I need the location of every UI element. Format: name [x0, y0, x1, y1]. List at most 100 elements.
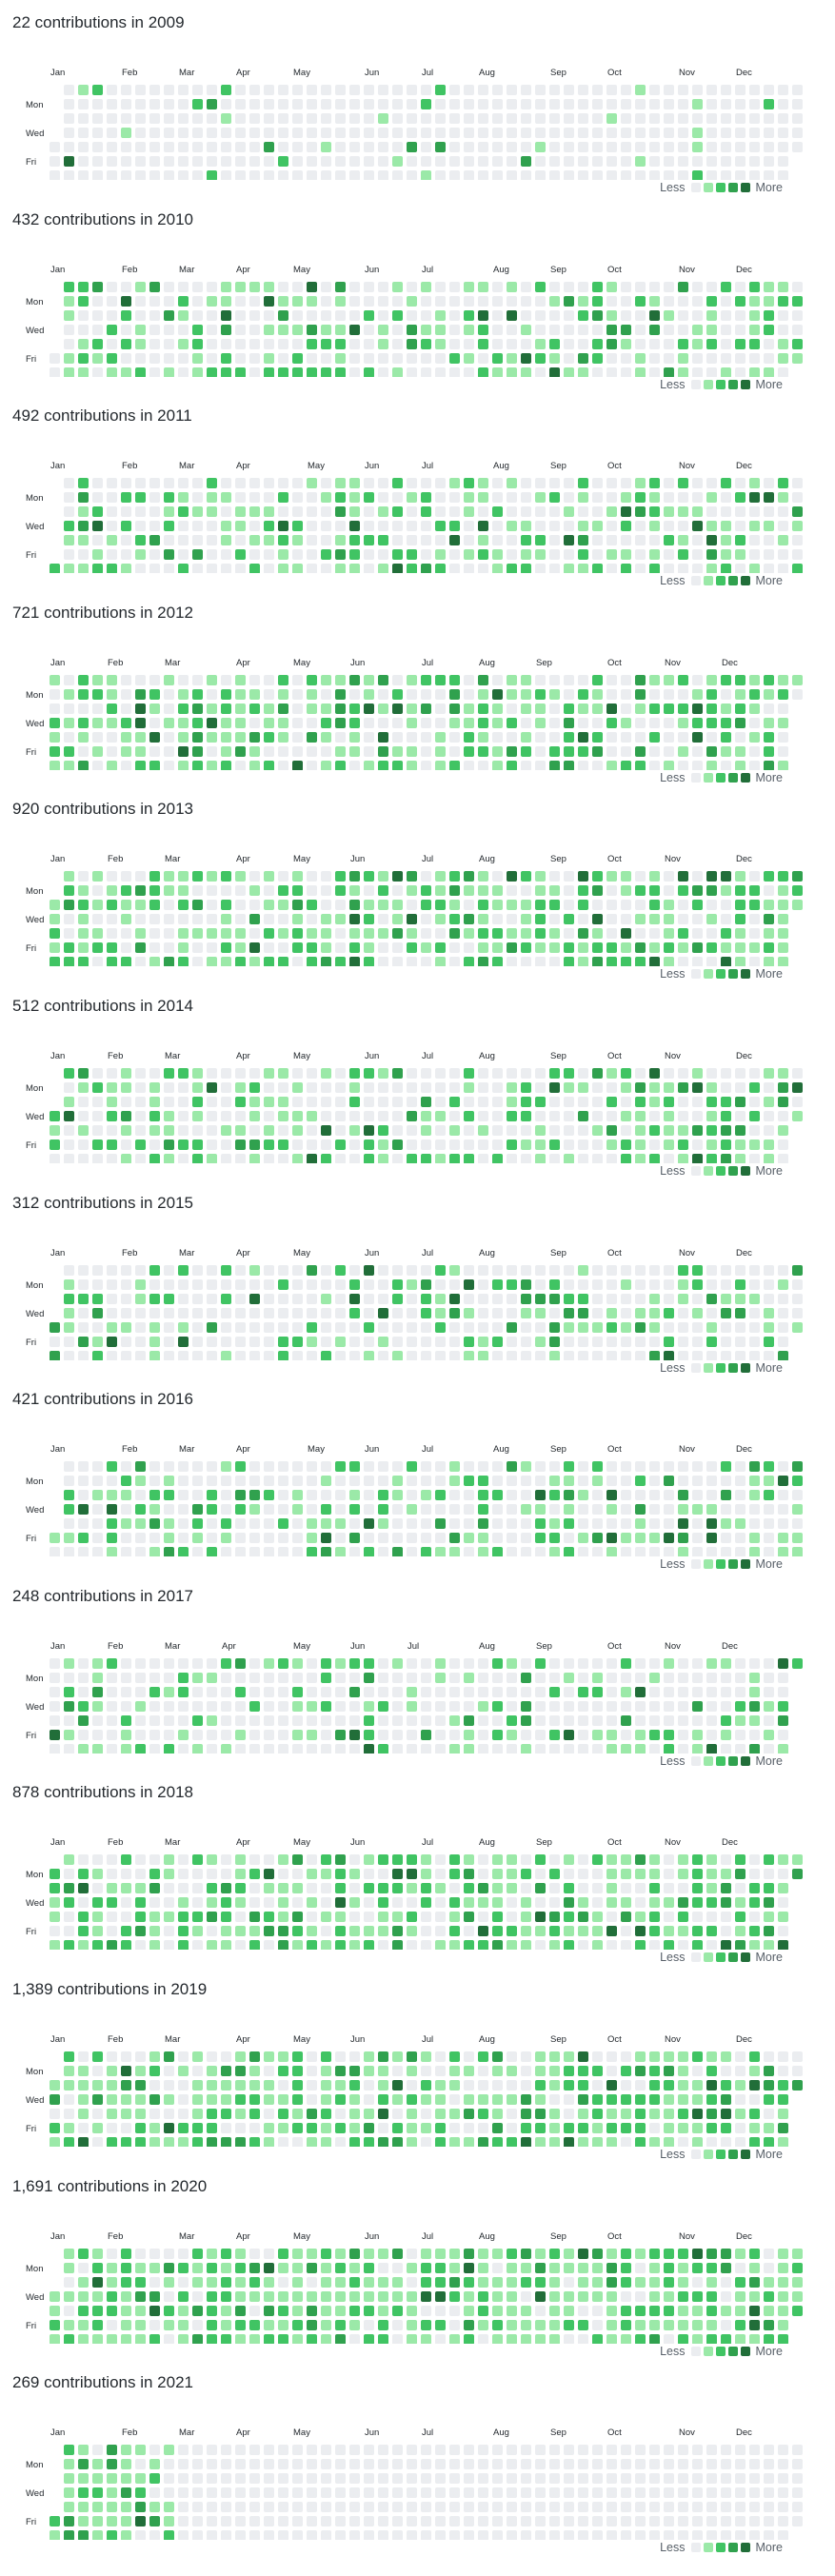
day-cell[interactable] [50, 1940, 60, 1951]
day-cell[interactable] [349, 521, 360, 532]
day-cell[interactable] [349, 2445, 360, 2456]
day-cell[interactable] [592, 170, 603, 180]
day-cell[interactable] [449, 1321, 460, 1333]
day-cell[interactable] [278, 928, 288, 940]
day-cell[interactable] [606, 1700, 617, 1712]
day-cell[interactable] [192, 113, 203, 124]
day-cell[interactable] [592, 2248, 603, 2259]
day-cell[interactable] [407, 1264, 417, 1276]
day-cell[interactable] [706, 1504, 717, 1516]
day-cell[interactable] [364, 1883, 374, 1894]
day-cell[interactable] [449, 1264, 460, 1276]
day-cell[interactable] [107, 113, 117, 124]
day-cell[interactable] [435, 1869, 446, 1880]
day-cell[interactable] [292, 688, 303, 700]
day-cell[interactable] [535, 1154, 546, 1163]
day-cell[interactable] [278, 1533, 288, 1544]
day-cell[interactable] [221, 309, 231, 321]
day-cell[interactable] [435, 871, 446, 882]
day-cell[interactable] [421, 1912, 431, 1923]
day-cell[interactable] [207, 885, 217, 897]
day-cell[interactable] [378, 2487, 388, 2499]
day-cell[interactable] [492, 1307, 503, 1318]
day-cell[interactable] [464, 688, 474, 700]
day-cell[interactable] [178, 85, 189, 95]
day-cell[interactable] [349, 564, 360, 574]
day-cell[interactable] [421, 1926, 431, 1937]
day-cell[interactable] [692, 928, 703, 940]
day-cell[interactable] [535, 1278, 546, 1290]
day-cell[interactable] [464, 2445, 474, 2456]
day-cell[interactable] [692, 2276, 703, 2288]
day-cell[interactable] [521, 1490, 531, 1501]
day-cell[interactable] [421, 281, 431, 292]
day-cell[interactable] [292, 324, 303, 335]
day-cell[interactable] [521, 1336, 531, 1347]
day-cell[interactable] [178, 2262, 189, 2273]
day-cell[interactable] [364, 2502, 374, 2513]
day-cell[interactable] [592, 1350, 603, 1360]
day-cell[interactable] [335, 942, 346, 954]
day-cell[interactable] [307, 1293, 317, 1304]
day-cell[interactable] [649, 128, 660, 138]
day-cell[interactable] [92, 1490, 103, 1501]
day-cell[interactable] [321, 478, 331, 489]
day-cell[interactable] [278, 2459, 288, 2470]
day-cell[interactable] [692, 478, 703, 489]
day-cell[interactable] [307, 2109, 317, 2119]
day-cell[interactable] [121, 2276, 131, 2288]
day-cell[interactable] [721, 2262, 731, 2273]
day-cell[interactable] [492, 928, 503, 940]
day-cell[interactable] [706, 1293, 717, 1304]
day-cell[interactable] [378, 1068, 388, 1079]
day-cell[interactable] [592, 338, 603, 349]
day-cell[interactable] [592, 1476, 603, 1487]
day-cell[interactable] [578, 2319, 588, 2330]
day-cell[interactable] [192, 1533, 203, 1544]
day-cell[interactable] [721, 2290, 731, 2302]
day-cell[interactable] [478, 142, 488, 152]
day-cell[interactable] [164, 338, 174, 349]
day-cell[interactable] [64, 1068, 74, 1079]
day-cell[interactable] [307, 1278, 317, 1290]
day-cell[interactable] [692, 2137, 703, 2147]
day-cell[interactable] [292, 942, 303, 954]
day-cell[interactable] [321, 1700, 331, 1712]
day-cell[interactable] [678, 99, 688, 109]
day-cell[interactable] [292, 1350, 303, 1360]
day-cell[interactable] [764, 535, 774, 546]
day-cell[interactable] [464, 170, 474, 180]
day-cell[interactable] [164, 760, 174, 770]
day-cell[interactable] [764, 745, 774, 757]
day-cell[interactable] [749, 900, 760, 911]
day-cell[interactable] [235, 900, 246, 911]
day-cell[interactable] [92, 1336, 103, 1347]
day-cell[interactable] [492, 281, 503, 292]
day-cell[interactable] [535, 1700, 546, 1712]
day-cell[interactable] [464, 1125, 474, 1136]
day-cell[interactable] [207, 2530, 217, 2541]
day-cell[interactable] [535, 1336, 546, 1347]
day-cell[interactable] [164, 478, 174, 489]
day-cell[interactable] [292, 2487, 303, 2499]
day-cell[interactable] [278, 1547, 288, 1557]
day-cell[interactable] [592, 1111, 603, 1121]
day-cell[interactable] [64, 85, 74, 95]
day-cell[interactable] [221, 1897, 231, 1909]
day-cell[interactable] [235, 914, 246, 925]
day-cell[interactable] [692, 2305, 703, 2316]
day-cell[interactable] [178, 128, 189, 138]
day-cell[interactable] [92, 478, 103, 489]
day-cell[interactable] [207, 1912, 217, 1923]
day-cell[interactable] [235, 1068, 246, 1079]
day-cell[interactable] [578, 745, 588, 757]
day-cell[interactable] [78, 1897, 89, 1909]
day-cell[interactable] [606, 99, 617, 109]
day-cell[interactable] [606, 674, 617, 685]
day-cell[interactable] [178, 688, 189, 700]
day-cell[interactable] [292, 1278, 303, 1290]
day-cell[interactable] [407, 113, 417, 124]
day-cell[interactable] [335, 2305, 346, 2316]
day-cell[interactable] [335, 352, 346, 364]
day-cell[interactable] [578, 1278, 588, 1290]
